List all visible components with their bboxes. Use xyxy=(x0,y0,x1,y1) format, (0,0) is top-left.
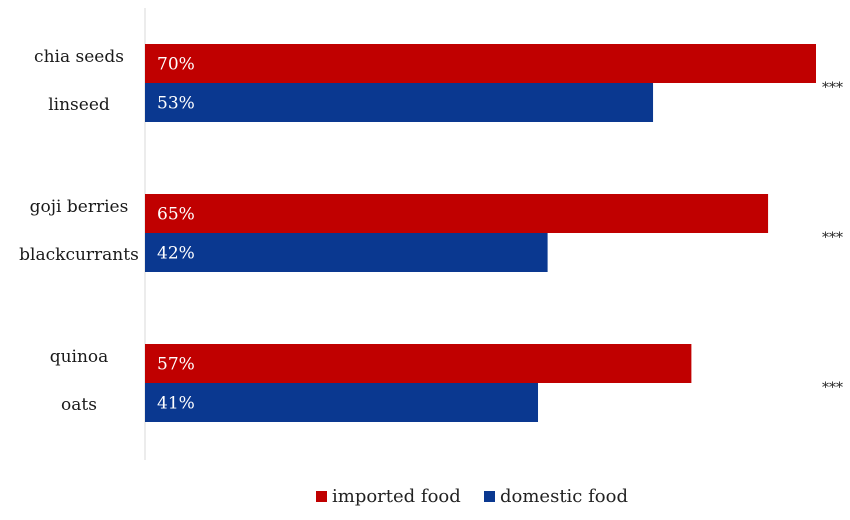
data-label-blackcurrants: 42% xyxy=(157,244,195,264)
category-label-quinoa: quinoa xyxy=(50,347,109,367)
category-label-chia-seeds: chia seeds xyxy=(34,47,124,67)
data-label-quinoa: 57% xyxy=(157,355,195,375)
bar-quinoa xyxy=(145,344,692,383)
legend-label-domestic-food: domestic food xyxy=(500,486,628,507)
bar-oats xyxy=(145,383,539,422)
legend-label-imported-food: imported food xyxy=(332,486,461,507)
category-label-goji-berries: goji berries xyxy=(30,197,129,217)
data-label-oats: 41% xyxy=(157,394,195,414)
significance-marker: *** xyxy=(822,380,843,396)
legend-swatch-domestic-food xyxy=(484,491,495,502)
legend-swatch-imported-food xyxy=(316,491,327,502)
data-label-goji-berries: 65% xyxy=(157,205,195,225)
significance-marker: *** xyxy=(822,230,843,246)
bar-blackcurrants xyxy=(145,233,548,272)
data-label-chia-seeds: 70% xyxy=(157,55,195,75)
category-label-oats: oats xyxy=(61,395,97,415)
bars-layer: 70% chia seeds 53% linseed *** 65% goji berrie… xyxy=(19,44,843,422)
category-label-linseed: linseed xyxy=(48,95,110,115)
significance-marker: *** xyxy=(822,80,843,96)
legend: imported food domestic food xyxy=(316,486,628,507)
category-label-blackcurrants: blackcurrants xyxy=(19,245,139,265)
bar-linseed xyxy=(145,83,654,122)
bar-goji-berries xyxy=(145,194,769,233)
data-label-linseed: 53% xyxy=(157,94,195,114)
bar-chia-seeds xyxy=(145,44,816,83)
